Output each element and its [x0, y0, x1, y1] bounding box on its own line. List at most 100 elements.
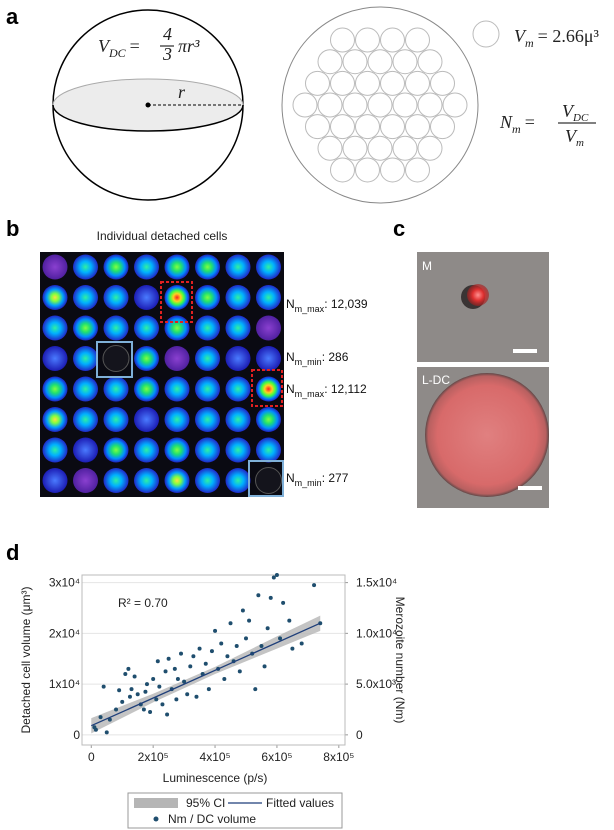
well [164, 315, 190, 341]
y-axis-label: Detached cell volume (μm³) [19, 587, 33, 734]
well [256, 285, 281, 310]
well [225, 407, 251, 432]
merozoite [330, 70, 355, 96]
point [135, 692, 140, 697]
well [42, 376, 68, 402]
panel-label: a [6, 4, 19, 29]
equator-front [52, 104, 244, 132]
point [98, 715, 103, 720]
point [281, 600, 286, 605]
well [195, 254, 220, 280]
point [194, 694, 199, 699]
well [73, 285, 98, 310]
point [172, 666, 177, 671]
merozoite [417, 135, 443, 161]
point [191, 654, 196, 659]
well-annotation: Nm_min: 286 [286, 350, 349, 367]
eq-denominator: Vm [565, 126, 584, 149]
y2-axis-label: Merozoite number (Nm) [393, 597, 407, 724]
merozoite [430, 70, 455, 96]
y2-tick-label: 1.0x10⁴ [356, 626, 397, 640]
merozoite [317, 135, 343, 161]
eq-part: = 2.66μ³ [538, 26, 600, 46]
merozoite [392, 92, 418, 118]
scale-bar [513, 349, 537, 353]
merozoite [355, 157, 380, 183]
well [225, 437, 251, 463]
merozoite [355, 27, 380, 53]
well [195, 437, 220, 463]
point [259, 644, 264, 649]
ann-sub: m_max [295, 389, 325, 399]
merozoite-equation: Vm = 2.66μ³ [514, 26, 599, 50]
highlight-max [160, 281, 193, 323]
merozoite [367, 135, 393, 161]
panel-title: Individual detached cells [97, 229, 228, 243]
well [134, 254, 159, 280]
ann-text: : 12,039 [324, 297, 368, 311]
merozoite [342, 135, 368, 161]
point [174, 697, 179, 702]
point [188, 664, 193, 669]
merozoite [442, 92, 468, 118]
well [256, 346, 281, 371]
point [225, 654, 230, 659]
well [195, 285, 220, 310]
x-tick-label: 6x10⁵ [261, 750, 292, 764]
merozoite [430, 114, 455, 140]
well [73, 376, 98, 402]
panel-label: c [393, 216, 405, 241]
well-rim [102, 345, 130, 372]
point [151, 677, 156, 682]
y-tick-label: 1x10⁴ [49, 677, 80, 691]
well [73, 468, 98, 493]
merozoite [342, 49, 368, 75]
well [134, 346, 159, 371]
scale-bar [518, 486, 542, 490]
merozoite [392, 49, 418, 75]
point [228, 621, 233, 626]
well [256, 407, 281, 432]
eq-numerator: VDC [562, 101, 589, 124]
well [195, 346, 220, 371]
well [134, 468, 159, 493]
point [222, 677, 227, 682]
point [160, 702, 165, 707]
point [114, 707, 119, 712]
point [126, 666, 131, 671]
point [141, 707, 146, 712]
point [163, 669, 168, 674]
y-tick-label: 2x10⁴ [49, 626, 80, 640]
well [256, 437, 281, 463]
point [312, 583, 317, 588]
eq-numerator: 4 [163, 24, 172, 44]
merozoite [405, 157, 430, 183]
well [134, 285, 159, 310]
merozoite [392, 135, 418, 161]
eq-sub: DC [108, 46, 127, 60]
well [73, 437, 98, 463]
well [103, 437, 129, 463]
eq-part: = [525, 112, 535, 132]
merozoite [380, 70, 405, 96]
x-tick-label: 2x10⁵ [138, 750, 169, 764]
well [134, 376, 159, 402]
merozoite [417, 49, 443, 75]
point [206, 687, 211, 692]
well [42, 315, 68, 341]
point [197, 646, 202, 651]
well [225, 285, 251, 310]
well [42, 407, 68, 432]
well [103, 376, 129, 402]
well [73, 407, 98, 432]
x-tick-label: 0 [88, 750, 95, 764]
point [234, 644, 239, 649]
well-annotation: Nm_max: 12,039 [286, 297, 368, 314]
well [164, 254, 190, 280]
sphere-equation: VDC = [98, 36, 140, 60]
eq-part: V [562, 101, 575, 121]
merozoite [405, 114, 430, 140]
x-tick-label: 4x10⁵ [200, 750, 231, 764]
y2-tick-label: 5.0x10³ [356, 677, 396, 691]
